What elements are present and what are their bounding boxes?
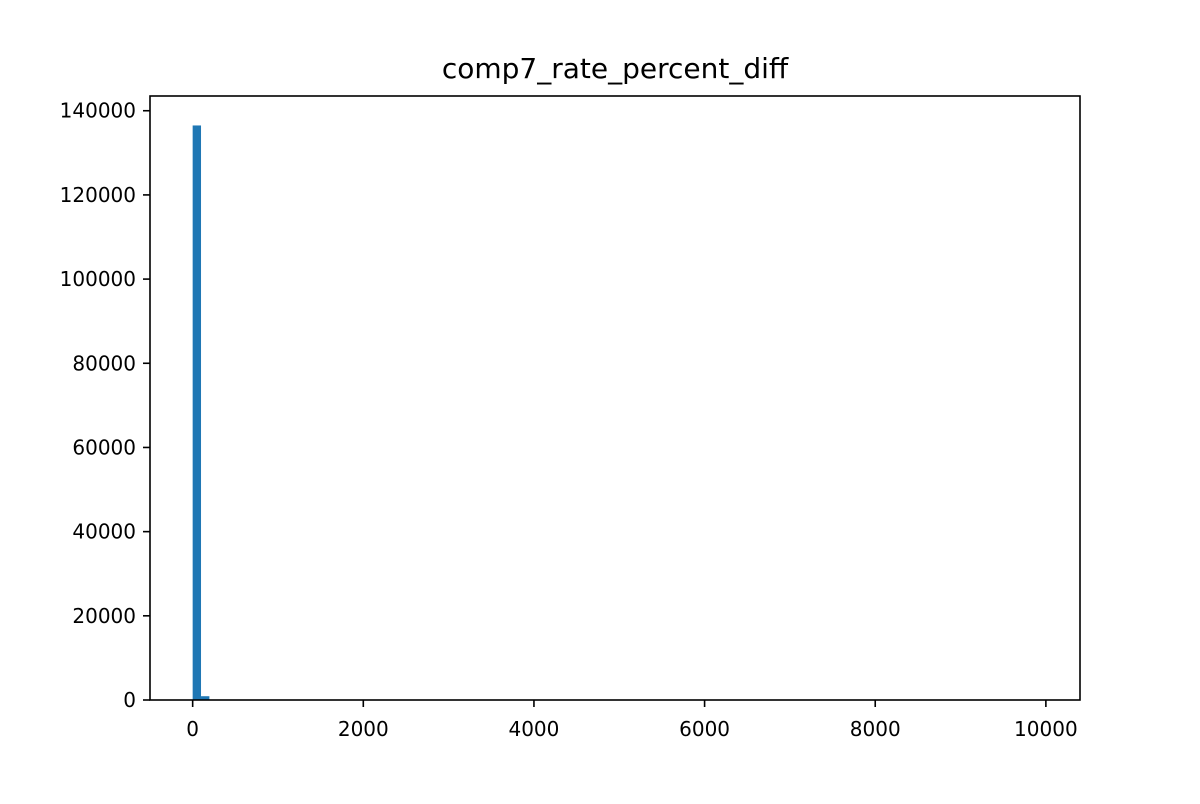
y-tick-label: 100000 bbox=[60, 267, 136, 291]
x-tick-label: 0 bbox=[186, 717, 199, 741]
x-tick-label: 2000 bbox=[338, 717, 389, 741]
histogram-bar-0 bbox=[193, 125, 201, 700]
x-tick-label: 4000 bbox=[508, 717, 559, 741]
y-tick-label: 120000 bbox=[60, 183, 136, 207]
y-tick-label: 60000 bbox=[72, 435, 136, 459]
y-tick-label: 40000 bbox=[72, 520, 136, 544]
y-tick-label: 140000 bbox=[60, 99, 136, 123]
x-tick-label: 10000 bbox=[1014, 717, 1078, 741]
y-tick-label: 80000 bbox=[72, 351, 136, 375]
y-tick-label: 20000 bbox=[72, 604, 136, 628]
bars-layer bbox=[193, 125, 226, 700]
x-tick-label: 6000 bbox=[679, 717, 730, 741]
plot-area-frame bbox=[150, 96, 1080, 700]
y-tick-label: 0 bbox=[123, 688, 136, 712]
chart-title: comp7_rate_percent_diff bbox=[442, 52, 789, 85]
x-tick-label: 8000 bbox=[850, 717, 901, 741]
